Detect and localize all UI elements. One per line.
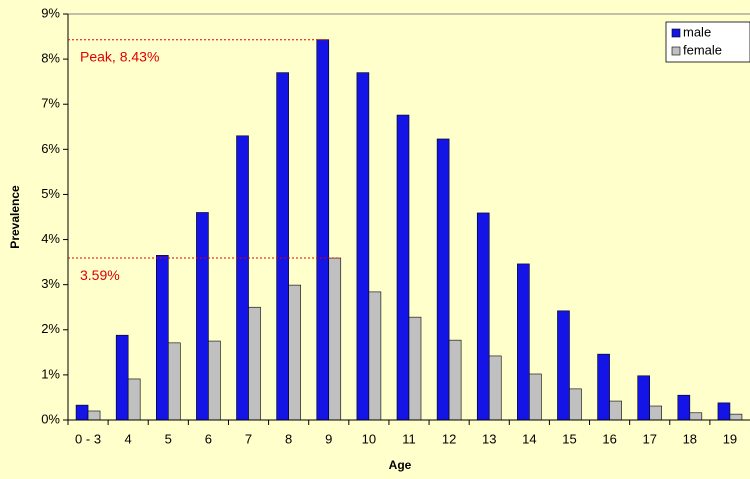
y-tick-label: 3% <box>41 276 60 291</box>
bar <box>75 404 89 421</box>
y-tick-label: 4% <box>41 231 60 246</box>
bar <box>517 263 530 421</box>
bar <box>208 340 221 421</box>
legend-swatch <box>671 46 681 56</box>
legend-label: male <box>683 24 711 39</box>
y-tick-label: 9% <box>41 5 60 20</box>
bar <box>637 375 651 421</box>
x-tick-label: 5 <box>165 431 172 446</box>
y-tick-label: 7% <box>41 96 60 111</box>
x-tick-label: 19 <box>723 431 737 446</box>
bar <box>729 413 743 421</box>
y-tick-label: 2% <box>41 321 60 336</box>
x-tick-label: 10 <box>362 431 376 446</box>
bar <box>368 291 382 421</box>
x-tick-label: 17 <box>642 431 656 446</box>
bar <box>569 388 582 421</box>
x-tick-label: 0 - 3 <box>75 431 101 446</box>
x-tick-label: 7 <box>245 431 252 446</box>
bar <box>127 378 141 421</box>
y-tick-label: 1% <box>41 366 60 381</box>
bar <box>248 306 261 421</box>
x-tick-label: 11 <box>402 431 416 446</box>
bar <box>316 39 330 421</box>
x-axis-label: Age <box>389 458 412 472</box>
bar <box>609 400 622 421</box>
x-tick-label: 15 <box>562 431 576 446</box>
x-tick-label: 14 <box>522 431 536 446</box>
bar <box>408 316 422 421</box>
bar <box>488 355 502 421</box>
x-tick-label: 13 <box>482 431 496 446</box>
bar <box>115 334 129 421</box>
bar <box>436 138 450 421</box>
y-tick-label: 0% <box>41 411 60 426</box>
bar <box>689 412 703 421</box>
y-tick-label: 6% <box>41 141 60 156</box>
x-tick-label: 18 <box>683 431 697 446</box>
bar <box>236 135 249 421</box>
bar <box>276 72 289 421</box>
bar <box>396 114 410 421</box>
bar <box>87 410 101 421</box>
x-tick-label: 4 <box>125 431 132 446</box>
x-tick-label: 16 <box>602 431 616 446</box>
bar <box>597 353 610 421</box>
bar <box>167 342 181 421</box>
x-tick-label: 6 <box>205 431 212 446</box>
legend-swatch <box>671 28 681 38</box>
bar <box>328 257 342 421</box>
annotation-label: Peak, 8.43% <box>80 48 159 64</box>
bar <box>155 255 169 421</box>
bar <box>529 373 542 421</box>
bar <box>677 394 691 421</box>
bar <box>557 310 570 421</box>
x-tick-label: 8 <box>285 431 292 446</box>
y-tick-label: 5% <box>41 186 60 201</box>
x-tick-label: 12 <box>442 431 456 446</box>
legend-box <box>665 21 750 63</box>
legend-label: female <box>683 42 722 57</box>
bar <box>288 284 301 421</box>
bar <box>196 212 209 421</box>
bar <box>448 339 462 421</box>
bar <box>649 405 663 421</box>
bar <box>717 402 731 421</box>
y-axis-label: Prevalence <box>8 185 22 249</box>
bar <box>476 212 490 421</box>
bar <box>356 72 370 421</box>
x-tick-label: 9 <box>325 431 332 446</box>
y-tick-label: 8% <box>41 51 60 66</box>
annotation-label: 3.59% <box>80 267 120 283</box>
